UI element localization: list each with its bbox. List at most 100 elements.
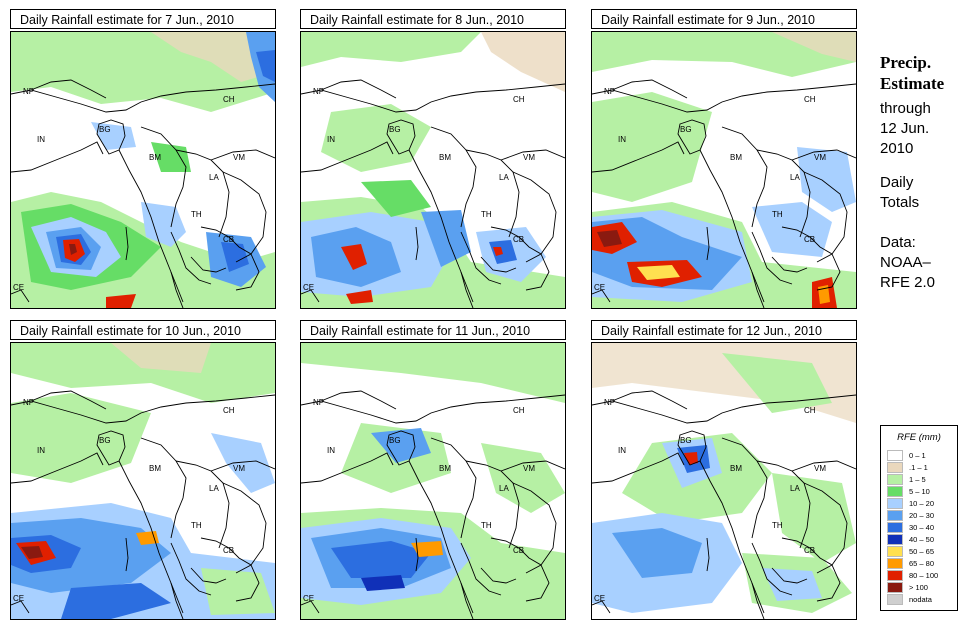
legend-swatch — [887, 450, 903, 461]
panel-title: Daily Rainfall estimate for 8 Jun., 2010 — [300, 9, 566, 29]
legend-label: 30 – 40 — [909, 523, 935, 532]
through-label: through — [880, 100, 931, 117]
legend-label: 80 – 100 — [909, 571, 939, 580]
label-vm: VM — [233, 464, 245, 473]
legend-label: nodata — [909, 595, 932, 604]
legend-label: > 100 — [909, 583, 928, 592]
legend-title: RFE (mm) — [897, 432, 941, 443]
legend-label: .1 – 1 — [909, 463, 928, 472]
label-bg: BG — [99, 125, 111, 134]
legend-swatch — [887, 594, 903, 605]
through-date-line-1: 12 Jun. — [880, 120, 930, 137]
legend-swatch — [887, 510, 903, 521]
label-np: NP — [23, 398, 34, 407]
label-th: TH — [191, 210, 202, 219]
label-bm: BM — [149, 153, 161, 162]
label-bg: BG — [680, 125, 692, 134]
data-source: Data: NOAA– RFE 2.0 — [880, 233, 965, 293]
label-ch: CH — [223, 95, 235, 104]
panel-title: Daily Rainfall estimate for 11 Jun., 201… — [300, 320, 566, 340]
label-cb: CB — [804, 546, 815, 555]
rainfall-map: NP IN BG CH BM VM LA TH CB CE — [300, 342, 566, 620]
legend-swatch — [887, 462, 903, 473]
label-bm: BM — [730, 153, 742, 162]
data-line-2: NOAA– — [880, 254, 931, 271]
legend-swatch — [887, 570, 903, 581]
rainfall-map: NP IN BG CH BM VM LA TH CB CE — [591, 31, 857, 309]
label-la: LA — [209, 173, 219, 182]
label-ch: CH — [513, 95, 525, 104]
label-th: TH — [481, 210, 492, 219]
label-cb: CB — [513, 235, 524, 244]
panel-title: Daily Rainfall estimate for 12 Jun., 201… — [591, 320, 857, 340]
label-bg: BG — [99, 436, 111, 445]
label-cb: CB — [804, 235, 815, 244]
label-ce: CE — [13, 283, 24, 292]
legend-item: 20 – 30 — [887, 510, 953, 521]
legend-item: nodata — [887, 594, 953, 605]
daily-line-1: Daily — [880, 174, 914, 191]
label-in: IN — [327, 446, 335, 455]
label-np: NP — [313, 87, 324, 96]
label-np: NP — [23, 87, 34, 96]
legend-item: 65 – 80 — [887, 558, 953, 569]
label-vm: VM — [523, 464, 535, 473]
label-cb: CB — [223, 546, 234, 555]
legend-item: 40 – 50 — [887, 534, 953, 545]
label-in: IN — [37, 135, 45, 144]
panel-title: Daily Rainfall estimate for 10 Jun., 201… — [10, 320, 276, 340]
label-ch: CH — [804, 406, 816, 415]
legend-swatch — [887, 498, 903, 509]
rainfall-panel-8-jun: Daily Rainfall estimate for 8 Jun., 2010… — [300, 9, 566, 309]
label-la: LA — [209, 484, 219, 493]
legend-item: 0 – 1 — [887, 450, 953, 461]
rainfall-panel-9-jun: Daily Rainfall estimate for 9 Jun., 2010… — [591, 9, 857, 309]
label-np: NP — [604, 87, 615, 96]
label-in: IN — [618, 446, 626, 455]
legend-swatch — [887, 534, 903, 545]
panel-title: Daily Rainfall estimate for 7 Jun., 2010 — [10, 9, 276, 29]
label-ch: CH — [804, 95, 816, 104]
panel-title: Daily Rainfall estimate for 9 Jun., 2010 — [591, 9, 857, 29]
legend-label: 40 – 50 — [909, 535, 935, 544]
label-np: NP — [313, 398, 324, 407]
label-bg: BG — [389, 436, 401, 445]
label-bm: BM — [149, 464, 161, 473]
label-vm: VM — [814, 153, 826, 162]
daily-line-2: Totals — [880, 194, 920, 211]
legend-label: 10 – 20 — [909, 499, 935, 508]
label-cb: CB — [223, 235, 234, 244]
data-line-1: Data: — [880, 234, 916, 251]
label-bm: BM — [439, 153, 451, 162]
legend-swatch — [887, 474, 903, 485]
label-la: LA — [499, 484, 509, 493]
label-vm: VM — [814, 464, 826, 473]
label-vm: VM — [523, 153, 535, 162]
label-np: NP — [604, 398, 615, 407]
label-in: IN — [37, 446, 45, 455]
label-ce: CE — [594, 283, 605, 292]
label-ce: CE — [303, 283, 314, 292]
legend-item: 5 – 10 — [887, 486, 953, 497]
legend-swatch — [887, 486, 903, 497]
title-line-1: Precip. — [880, 53, 932, 72]
legend-label: 65 – 80 — [909, 559, 935, 568]
legend-swatch — [887, 582, 903, 593]
rainfall-panel-10-jun: Daily Rainfall estimate for 10 Jun., 201… — [10, 320, 276, 620]
label-la: LA — [790, 484, 800, 493]
rainfall-map: NP IN BG CH BM VM LA TH CB CE — [10, 31, 276, 309]
label-ce: CE — [303, 594, 314, 603]
label-bg: BG — [389, 125, 401, 134]
data-line-3: RFE 2.0 — [880, 274, 936, 291]
rainfall-panel-11-jun: Daily Rainfall estimate for 11 Jun., 201… — [300, 320, 566, 620]
legend-item: 30 – 40 — [887, 522, 953, 533]
label-bm: BM — [439, 464, 451, 473]
label-th: TH — [481, 521, 492, 530]
legend-item: 10 – 20 — [887, 498, 953, 509]
label-bg: BG — [680, 436, 692, 445]
rainfall-panel-7-jun: Daily Rainfall estimate for 7 Jun., 2010… — [10, 9, 276, 309]
legend-label: 20 – 30 — [909, 511, 935, 520]
daily-totals: Daily Totals — [880, 173, 965, 213]
label-la: LA — [499, 173, 509, 182]
label-ce: CE — [594, 594, 605, 603]
